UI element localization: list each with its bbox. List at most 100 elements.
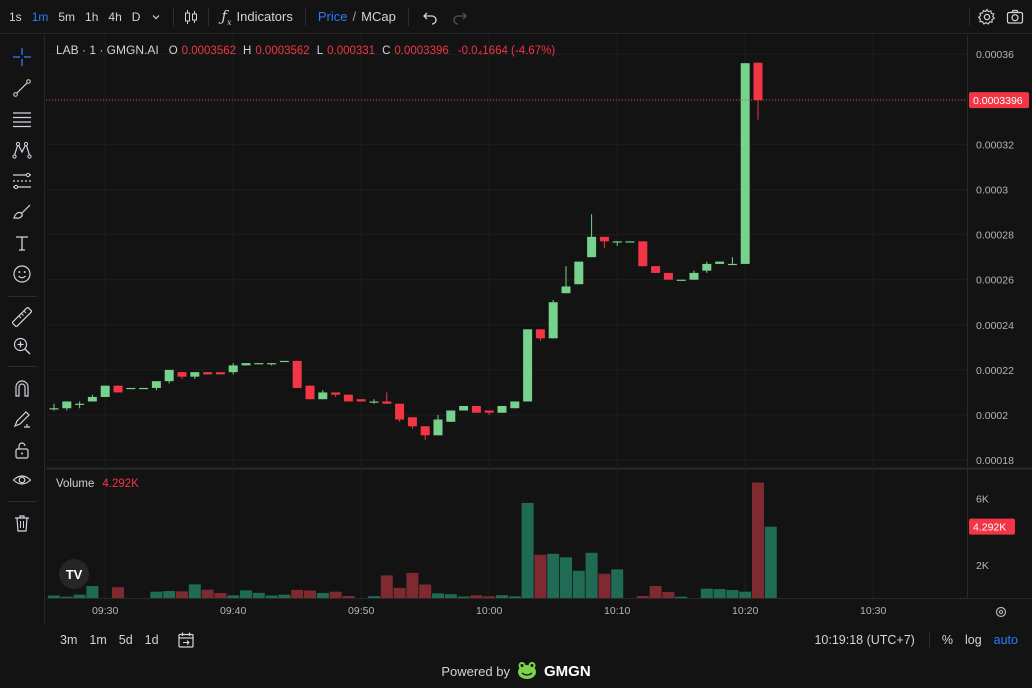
volume-bar: [278, 594, 291, 598]
volume-bar: [380, 575, 393, 598]
ruler-measure-icon[interactable]: [10, 305, 34, 329]
candle-body: [587, 236, 597, 258]
range-1d[interactable]: 1d: [144, 633, 159, 647]
price-tick-label: 0.0002: [976, 410, 1008, 422]
percent-scale-toggle[interactable]: %: [941, 633, 953, 647]
volume-bar: [611, 569, 624, 598]
candle: [484, 410, 494, 416]
candle: [715, 261, 725, 264]
candle: [87, 394, 97, 402]
chart-svg[interactable]: 0.00036 0.00032 0.0003 0.00028 0.00026 0.0002…: [46, 35, 1032, 625]
candle-body: [228, 365, 238, 373]
volume-bar: [534, 554, 547, 598]
magnet-icon[interactable]: [10, 376, 34, 400]
volume-bar: [752, 482, 764, 598]
candle-body: [471, 405, 481, 413]
candle: [126, 387, 136, 390]
symbol-title[interactable]: LAB · 1 · GMGN.AI: [56, 43, 159, 57]
timeframe-1s[interactable]: 1s: [9, 9, 22, 24]
candle-body: [267, 363, 277, 365]
low-label: L: [316, 45, 324, 57]
candle: [49, 403, 59, 411]
top-toolbar: 1s 1m 5m 1h 4h D ƒx Indicators Price / M…: [0, 0, 1032, 34]
text-tool-icon[interactable]: [10, 231, 34, 255]
volume-bar: [291, 589, 304, 598]
volume-bars: [48, 482, 777, 598]
candle-body: [420, 426, 430, 436]
candle: [740, 63, 750, 264]
clock-timezone[interactable]: 10:19:18 (UTC+7): [814, 633, 915, 647]
price-tick-label: 0.00032: [976, 139, 1014, 151]
indicators-button[interactable]: ƒx Indicators: [215, 7, 298, 27]
candle-body: [535, 329, 545, 339]
candle: [203, 372, 213, 375]
timeframe-5m[interactable]: 5m: [58, 9, 76, 24]
candle-body: [318, 392, 328, 400]
candle-body: [753, 62, 763, 101]
log-scale-toggle[interactable]: log: [964, 633, 982, 647]
candle: [177, 372, 187, 379]
brush-icon[interactable]: [10, 200, 34, 224]
timeframe-1h[interactable]: 1h: [85, 9, 99, 24]
volume-bar: [444, 594, 457, 598]
auto-scale-toggle[interactable]: auto: [993, 633, 1018, 647]
stay-in-drawing-mode-icon[interactable]: [10, 407, 34, 431]
show-hide-drawings-eye-icon[interactable]: [10, 468, 34, 492]
price-tick-label: 0.00022: [976, 365, 1014, 377]
emoji-icon[interactable]: [10, 262, 34, 286]
volume-bar: [713, 589, 726, 598]
gmgn-brand[interactable]: GMGN: [543, 662, 591, 680]
function-fx-icon: ƒx: [221, 6, 232, 27]
lock-drawings-icon[interactable]: [10, 438, 34, 462]
crosshair-icon[interactable]: [10, 45, 34, 69]
candle-body: [190, 372, 200, 377]
trash-delete-icon[interactable]: [10, 511, 34, 535]
chart-area[interactable]: 0.00036 0.00032 0.0003 0.00028 0.00026 0.0002…: [46, 35, 1032, 625]
pattern-icon[interactable]: [10, 138, 34, 162]
volume-label[interactable]: Volume: [56, 478, 95, 490]
candle: [497, 405, 507, 413]
price-tick-label: 0.0003: [976, 184, 1008, 196]
timeframe-dropdown-chevron-icon[interactable]: [145, 6, 167, 28]
timeframe-d[interactable]: D: [131, 9, 141, 24]
candle: [651, 266, 661, 273]
screenshot-camera-icon[interactable]: [1004, 6, 1026, 28]
candle: [407, 417, 417, 429]
range-5d[interactable]: 5d: [118, 633, 133, 647]
candle: [190, 372, 200, 379]
undo-icon[interactable]: [419, 6, 441, 28]
price-mcap-toggle[interactable]: Price / MCap: [312, 9, 402, 24]
volume-bar: [368, 596, 380, 598]
candle-body: [407, 417, 417, 427]
volume-bar: [252, 592, 265, 598]
redo-icon[interactable]: [449, 6, 471, 28]
volume-bar: [764, 526, 777, 598]
horizontal-lines-icon[interactable]: [10, 107, 34, 131]
timeframe-4h[interactable]: 4h: [108, 9, 122, 24]
candle: [612, 241, 622, 246]
trend-line-icon[interactable]: [10, 76, 34, 100]
date-range-calendar-icon[interactable]: [175, 629, 197, 651]
settings-gear-icon[interactable]: [976, 6, 998, 28]
fib-retracement-icon[interactable]: [10, 169, 34, 193]
price-option[interactable]: Price: [317, 9, 348, 24]
candle: [587, 214, 597, 258]
range-1m[interactable]: 1m: [89, 633, 107, 647]
volume-bar: [432, 593, 444, 598]
tradingview-logo-icon[interactable]: TV: [59, 559, 89, 589]
last-volume-badge: [969, 518, 1015, 535]
candlestick-type-icon[interactable]: [180, 6, 202, 28]
price-tick-label: 0.00028: [976, 230, 1014, 242]
price-axis: 0.00036 0.00032 0.0003 0.00028 0.00026 0.0002…: [976, 49, 1014, 467]
zoom-in-icon[interactable]: [10, 334, 34, 358]
volume-bar: [227, 595, 240, 598]
axis-settings-gear-icon[interactable]: [995, 606, 1007, 618]
candle: [753, 62, 763, 120]
candle-body: [510, 401, 520, 409]
price-mcap-separator: /: [352, 9, 357, 24]
timeframe-1m[interactable]: 1m: [31, 9, 49, 24]
mcap-option[interactable]: MCap: [361, 9, 396, 24]
price-tick-label: 0.00036: [976, 49, 1014, 61]
candle-body: [382, 401, 392, 404]
range-3m[interactable]: 3m: [60, 633, 78, 647]
